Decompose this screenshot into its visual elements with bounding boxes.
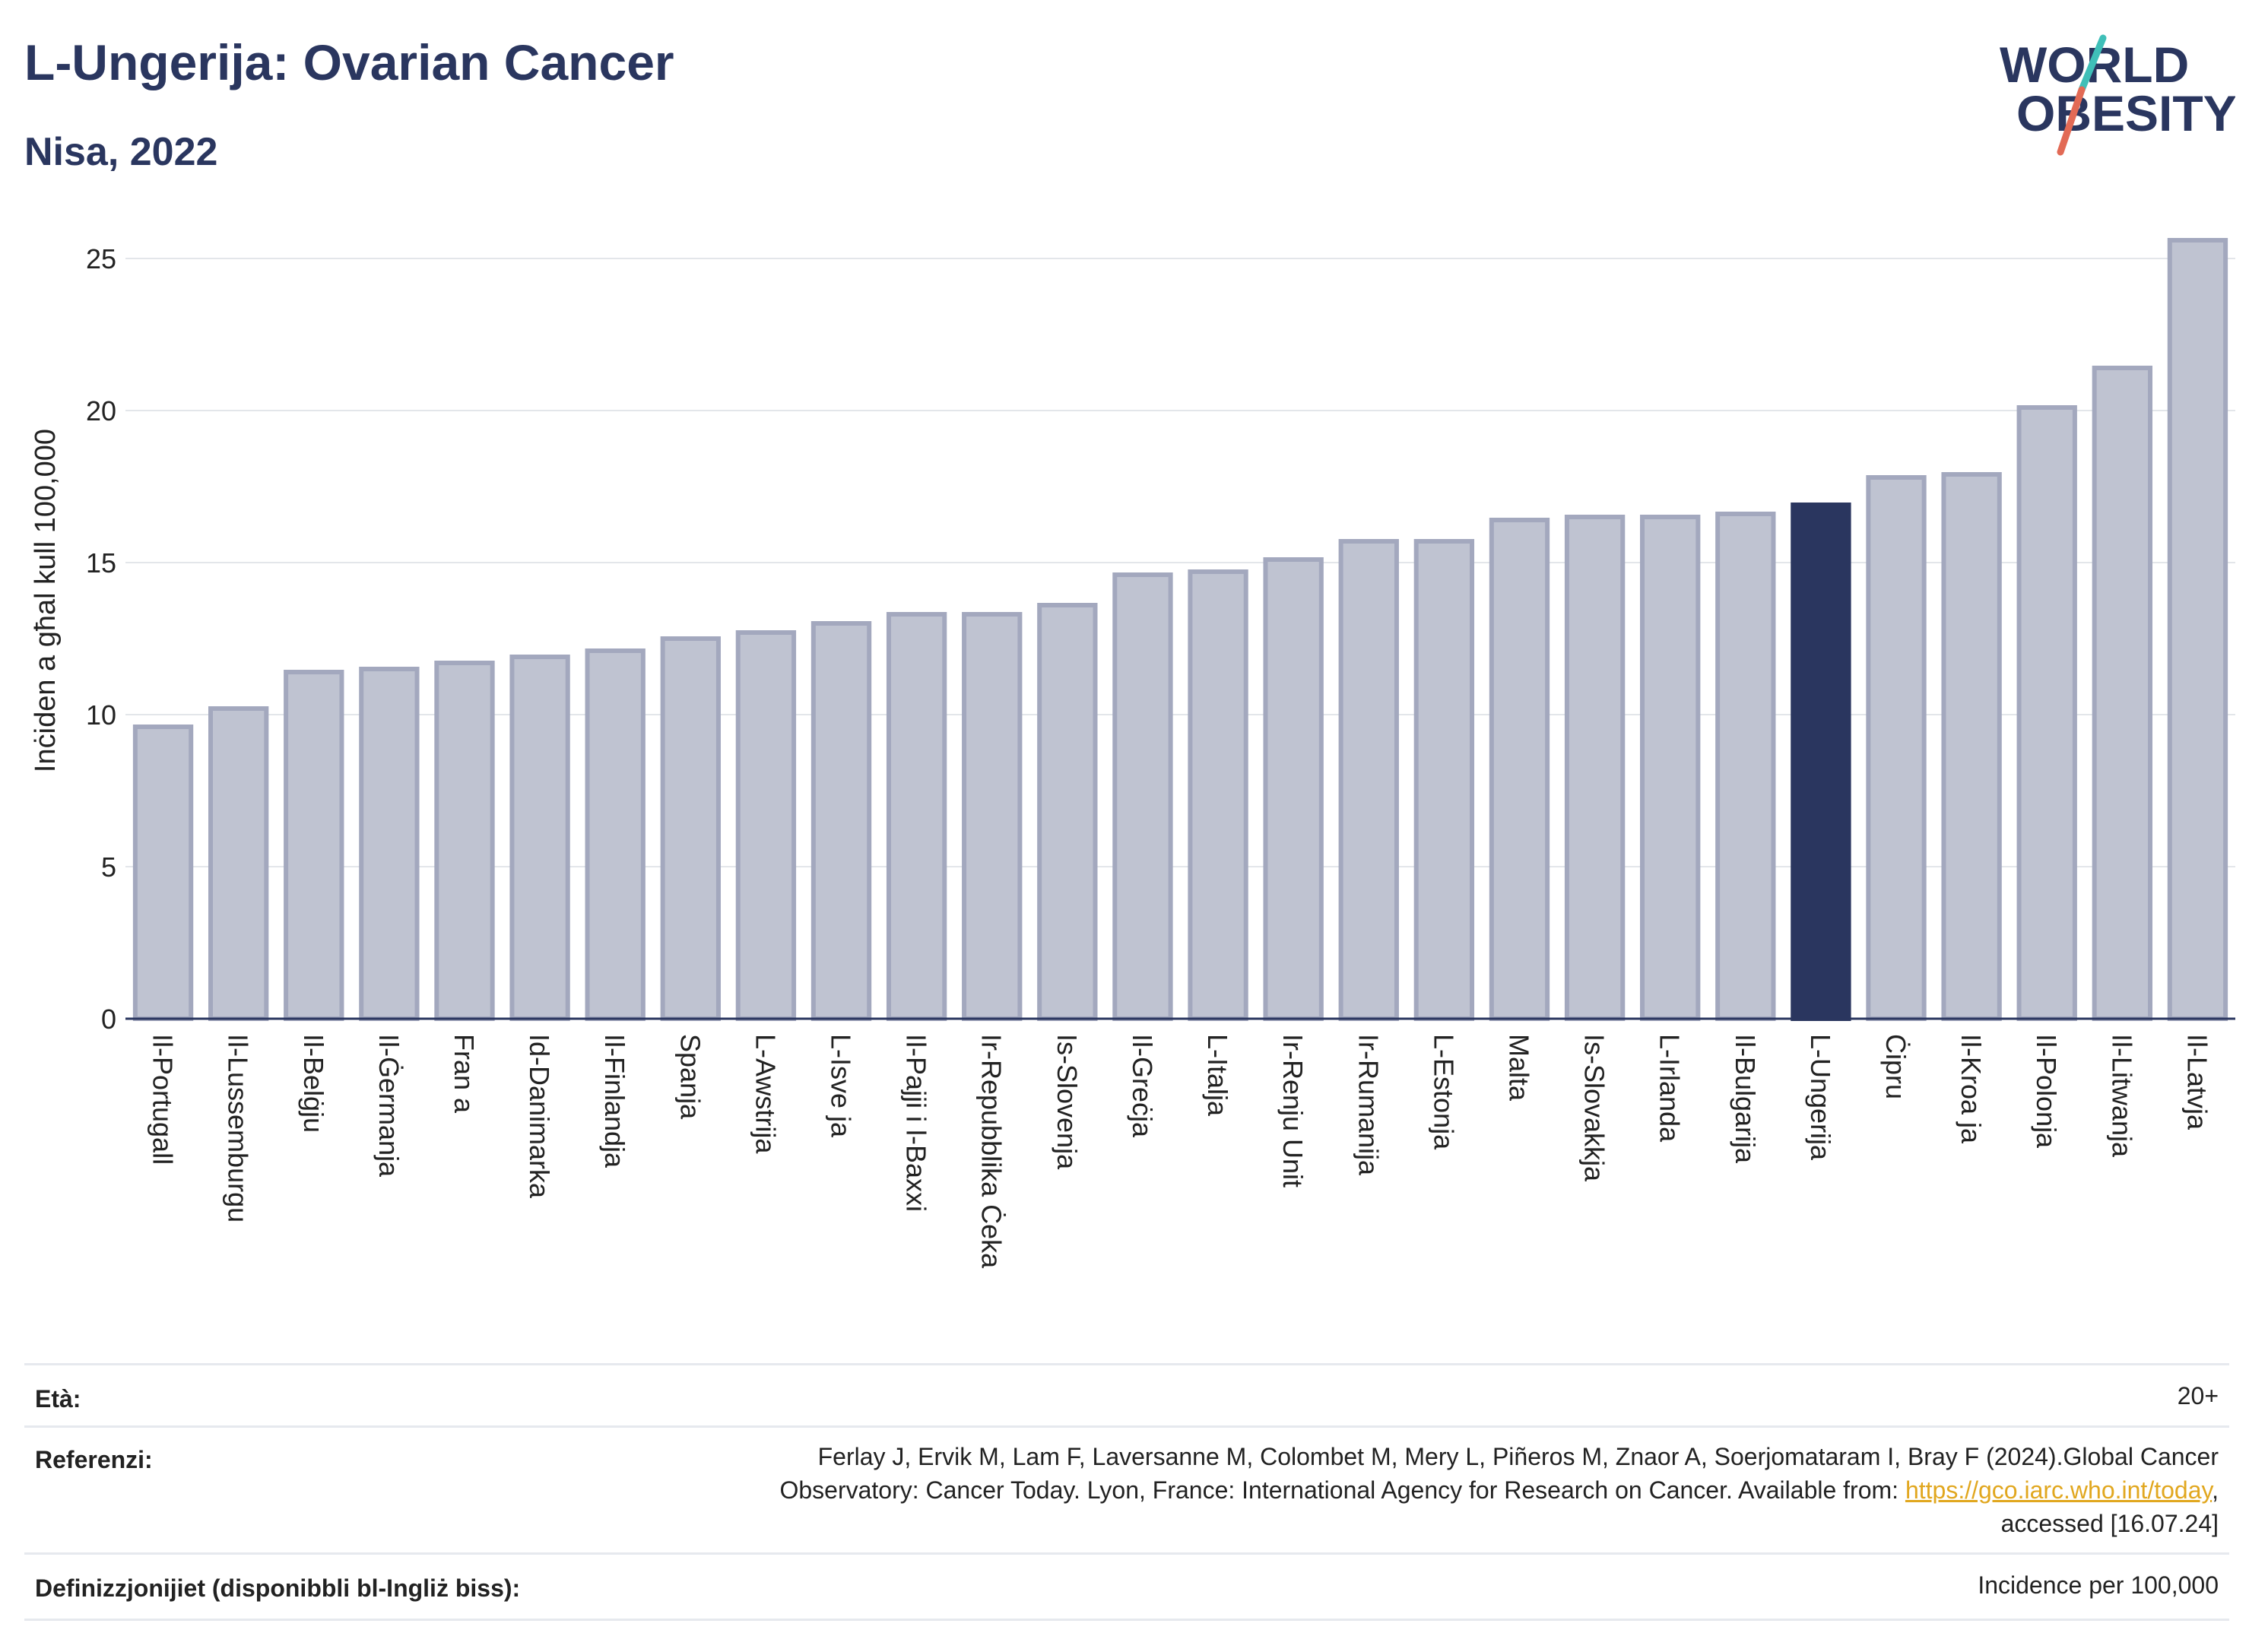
bar-22 xyxy=(1791,503,1851,1021)
bar-0 xyxy=(132,725,194,1021)
logo-line2: OBESITY xyxy=(2016,85,2235,141)
bar-21 xyxy=(1715,512,1776,1021)
x-tick-label: Il-Lussemburgu xyxy=(223,1034,254,1222)
bar-26 xyxy=(2092,366,2153,1021)
references-label: Referenzi: xyxy=(35,1446,153,1473)
bar-20 xyxy=(1640,515,1701,1021)
bar-6 xyxy=(585,648,646,1021)
y-tick-label: 20 xyxy=(86,395,116,426)
bar-23 xyxy=(1866,475,1927,1021)
bar-1 xyxy=(208,706,269,1021)
references-row: Referenzi: Ferlay J, Ervik M, Lam F, Lav… xyxy=(24,1425,2229,1553)
bar-18 xyxy=(1489,518,1550,1021)
x-tick-label: Ir-Repubblika Ċeka xyxy=(976,1034,1007,1269)
x-tick-label: Ir-Renju Unit xyxy=(1277,1034,1308,1187)
reference-line2-suffix: , xyxy=(2212,1476,2219,1504)
x-axis-labels: Il-Portugall Il-Lussemburgu Il-Belġju Il-Ġe… xyxy=(148,1034,2213,1269)
x-tick-label: L-Italja xyxy=(1202,1034,1233,1117)
bar-19 xyxy=(1564,515,1626,1021)
x-tick-label: Il-Finlandja xyxy=(599,1034,630,1168)
bars xyxy=(132,238,2228,1021)
references-value: Ferlay J, Ervik M, Lam F, Laversanne M, … xyxy=(779,1440,2219,1540)
x-tick-label: Il-Portugall xyxy=(148,1034,179,1165)
bar-10 xyxy=(886,612,947,1021)
x-tick-label: Il-Greċja xyxy=(1127,1034,1158,1138)
reference-line3: accessed [16.07.24] xyxy=(2000,1510,2219,1537)
x-tick-label: Malta xyxy=(1503,1034,1534,1102)
x-tick-label: L-Estonja xyxy=(1428,1034,1459,1150)
y-tick-label: 0 xyxy=(101,1004,116,1035)
x-tick-label: Il-Bulgarija xyxy=(1730,1034,1761,1164)
y-tick-label: 15 xyxy=(86,547,116,579)
bar-9 xyxy=(810,621,872,1021)
reference-line1: Ferlay J, Ervik M, Lam F, Laversanne M, … xyxy=(817,1443,2219,1470)
x-tick-label: L-Isve ja xyxy=(826,1034,857,1138)
reference-link[interactable]: https://gco.iarc.who.int/today xyxy=(1905,1476,2213,1504)
y-tick-label: 10 xyxy=(86,699,116,731)
bar-25 xyxy=(2016,405,2077,1021)
x-tick-label: Il-Pajji i l-Baxxi xyxy=(901,1034,932,1212)
age-row: Età: 20+ xyxy=(24,1363,2229,1426)
reference-line2-text: Observatory: Cancer Today. Lyon, France:… xyxy=(779,1476,1905,1504)
bar-14 xyxy=(1188,569,1248,1021)
age-label: Età: xyxy=(35,1385,81,1413)
bar-11 xyxy=(962,612,1023,1021)
x-tick-label: Il-Polonja xyxy=(2031,1034,2062,1149)
bar-8 xyxy=(735,630,797,1021)
bar-27 xyxy=(2167,238,2228,1021)
bar-16 xyxy=(1338,539,1399,1021)
page-title: L-Ungerija: Ovarian Cancer xyxy=(24,34,674,90)
x-tick-label: Il-Litwanja xyxy=(2106,1034,2137,1158)
x-tick-label: L-Ungerija xyxy=(1805,1034,1836,1161)
y-tick-label: 5 xyxy=(101,851,116,883)
bar-15 xyxy=(1263,557,1324,1021)
bar-24 xyxy=(1941,472,2002,1021)
x-tick-label: Ir-Rumanija xyxy=(1353,1034,1384,1176)
x-tick-label: Id-Danimarka xyxy=(524,1034,555,1199)
bar-17 xyxy=(1413,539,1475,1021)
y-tick-label: 25 xyxy=(86,243,116,274)
age-value: 20+ xyxy=(2177,1382,2219,1409)
x-tick-label: Il-Kroa ja xyxy=(1956,1034,1987,1144)
page-subtitle: Nisa, 2022 xyxy=(24,130,218,174)
world-obesity-logo: WORLD OBESITY xyxy=(2000,34,2235,156)
info-panel: Età: 20+ Referenzi: Ferlay J, Ervik M, L… xyxy=(24,1363,2229,1622)
x-tick-label: L-Irlanda xyxy=(1654,1034,1686,1143)
bar-5 xyxy=(509,655,570,1021)
definitions-row: Definizzjonijiet (disponibbli bl-Ingliż … xyxy=(24,1552,2229,1621)
y-axis-label: Inċiden a għal kull 100,000 xyxy=(30,429,62,772)
definitions-value: Incidence per 100,000 xyxy=(1978,1571,2219,1599)
reference-line2: Observatory: Cancer Today. Lyon, France:… xyxy=(779,1473,2219,1507)
x-tick-label: Ċipru xyxy=(1880,1034,1911,1099)
x-tick-label: Il-Ġermanja xyxy=(373,1034,404,1178)
y-axis-ticks: 0 5 10 15 20 25 xyxy=(86,243,116,1035)
x-tick-label: Spanja xyxy=(674,1034,706,1120)
x-tick-label: Il-Belġju xyxy=(298,1034,329,1133)
logo-slash-red-icon xyxy=(2057,86,2086,156)
definitions-label: Definizzjonijiet (disponibbli bl-Ingliż … xyxy=(35,1574,521,1602)
bar-12 xyxy=(1037,603,1098,1021)
bar-4 xyxy=(434,661,495,1021)
bar-2 xyxy=(284,670,344,1021)
bar-3 xyxy=(359,667,420,1021)
x-tick-label: L-Awstrija xyxy=(750,1034,781,1154)
bar-13 xyxy=(1112,572,1173,1021)
x-tick-label: Is-Slovenja xyxy=(1052,1034,1083,1170)
logo-slash-teal-icon xyxy=(2078,34,2107,94)
bar-7 xyxy=(660,636,721,1021)
x-tick-label: Fran a xyxy=(449,1034,480,1114)
x-tick-label: Il-Latvja xyxy=(2181,1034,2213,1130)
x-tick-label: Is-Slovakkja xyxy=(1579,1034,1610,1182)
